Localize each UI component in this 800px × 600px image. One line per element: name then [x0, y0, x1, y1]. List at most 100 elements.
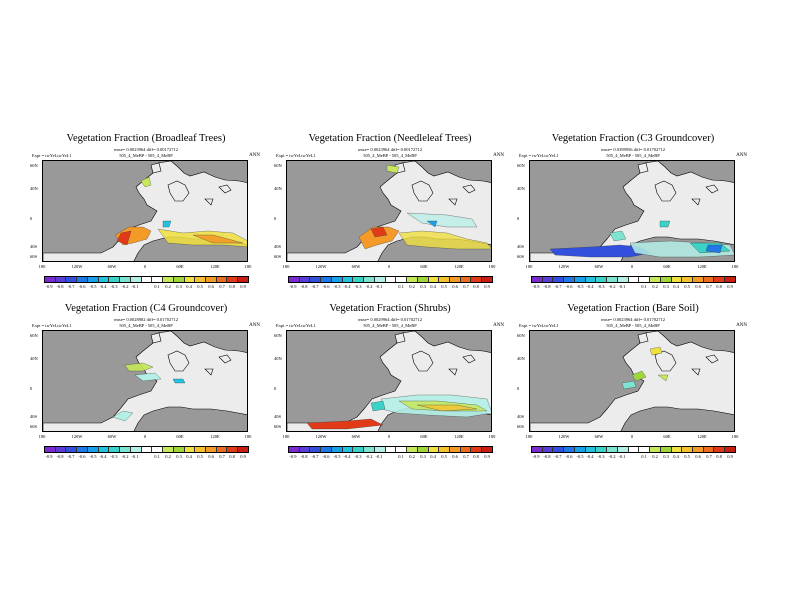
panel-experiment: Expt = twYeLtwYeL1 [32, 153, 72, 158]
colorbar-swatch [553, 447, 565, 452]
lon-tick-label: 60W [594, 264, 604, 269]
colorbar-swatch [163, 277, 174, 282]
colorbar-label: -0.4 [99, 284, 107, 289]
colorbar-label: -0.9 [532, 454, 540, 459]
lat-tick-label: 40N [30, 355, 38, 361]
colorbar-swatch [206, 447, 217, 452]
colorbar-swatch [628, 447, 640, 452]
colorbar-swatch [342, 447, 354, 452]
colorbar-swatch [439, 447, 451, 452]
lat-tick-label: 40S [30, 413, 38, 419]
colorbar-swatch [428, 447, 440, 452]
colorbar-label: -0.6 [78, 454, 86, 459]
colorbar-label: -0.7 [67, 454, 75, 459]
colorbar-label: -0.3 [110, 454, 118, 459]
lon-tick-label: 0 [387, 434, 391, 439]
colorbar-label: -0.4 [343, 454, 351, 459]
colorbar-label: 0.7 [463, 284, 469, 289]
colorbar-label: 0.4 [430, 284, 436, 289]
colorbar-swatch [460, 277, 472, 282]
colorbar-label: 0.8 [473, 284, 479, 289]
landmass-shape [637, 332, 649, 344]
lon-tick-label: 180 [38, 434, 46, 439]
colorbar-swatch [617, 447, 629, 452]
colorbar-swatch [532, 447, 543, 452]
colorbar-label: 0.5 [441, 454, 447, 459]
colorbar-label: 0.8 [716, 454, 722, 459]
colorbar-swatch [152, 277, 164, 282]
vegetation-contour [124, 362, 154, 372]
map-panel: Vegetation Fraction (Bare Soil) rmse= 0.0… [517, 303, 749, 473]
landmass-shape [448, 368, 458, 376]
vegetation-contour [406, 212, 478, 228]
colorbar-swatch [596, 447, 608, 452]
colorbar-swatch [607, 277, 618, 282]
vegetation-contour [172, 378, 186, 384]
colorbar-label: -0.1 [131, 454, 139, 459]
colorbar-label: -0.8 [543, 284, 551, 289]
colorbar-swatch [342, 277, 354, 282]
colorbar-label: 0.8 [229, 284, 235, 289]
lon-tick-label: 120E [210, 434, 220, 439]
colorbar-swatch [45, 447, 56, 452]
panel-rmse-text: rmse= 0.0023964 diff= 0.00172712 [113, 147, 179, 152]
landmass-shape [654, 350, 677, 372]
colorbar [531, 446, 736, 453]
lat-tick-label: 60N [30, 333, 38, 339]
colorbar-label: 0.2 [409, 284, 415, 289]
lon-tick-label: 0 [630, 264, 634, 269]
lon-tick-label: 60W [107, 264, 117, 269]
colorbar-label: -0.8 [56, 454, 64, 459]
colorbar-swatch [439, 277, 451, 282]
colorbar-swatch [374, 277, 386, 282]
colorbar-label: -0.6 [565, 454, 573, 459]
colorbar-label: -0.1 [618, 454, 626, 459]
colorbar-label: 0.9 [484, 284, 490, 289]
colorbar-label: -0.7 [554, 454, 562, 459]
colorbar-swatch [55, 447, 67, 452]
landmass-shape [654, 180, 677, 202]
colorbar-swatch [299, 277, 311, 282]
colorbar-label: 0.4 [186, 454, 192, 459]
colorbar-swatch [639, 447, 651, 452]
panel-experiment: Expt = twYeLtwYeL1 [32, 323, 72, 328]
panel-title: Vegetation Fraction (C3 Groundcover) [551, 133, 715, 144]
colorbar-label: 0.1 [641, 284, 647, 289]
lon-tick-label: 180 [282, 264, 290, 269]
vegetation-contour [162, 220, 172, 228]
colorbar-swatch [396, 447, 408, 452]
lat-tick-label: 40S [30, 243, 38, 249]
lon-tick-label: 120W [71, 434, 83, 439]
map-svg [530, 331, 734, 431]
panel-title: Vegetation Fraction (Broadleaf Trees) [66, 133, 226, 144]
colorbar-label: -0.7 [311, 284, 319, 289]
vegetation-contour [659, 220, 671, 228]
colorbar-label: 0.2 [165, 454, 171, 459]
colorbar-label: 0.4 [673, 454, 679, 459]
colorbar-label: -0.2 [608, 284, 616, 289]
colorbar-swatch [650, 447, 661, 452]
landmass-shape [637, 162, 649, 174]
colorbar-label: -0.6 [322, 284, 330, 289]
colorbar-swatch [141, 277, 153, 282]
map-svg [43, 161, 247, 261]
colorbar-swatch [184, 447, 196, 452]
map-plot-area [286, 330, 492, 432]
colorbar-swatch [331, 277, 343, 282]
colorbar-swatch [574, 277, 586, 282]
colorbar-swatch [109, 447, 121, 452]
lat-tick-label: 60S [30, 423, 38, 429]
colorbar-swatch [396, 277, 408, 282]
colorbar-swatch [87, 447, 99, 452]
colorbar-label: 0.2 [652, 454, 658, 459]
colorbar-swatch [331, 447, 343, 452]
colorbar-swatch [725, 277, 735, 282]
colorbar [44, 276, 249, 283]
colorbar-label: 0.6 [208, 454, 214, 459]
landmass-shape [411, 180, 434, 202]
colorbar-swatch [682, 447, 694, 452]
colorbar-swatch [460, 447, 472, 452]
vegetation-contour [649, 346, 663, 356]
colorbar-swatch [130, 277, 142, 282]
colorbar-label: -0.9 [532, 284, 540, 289]
